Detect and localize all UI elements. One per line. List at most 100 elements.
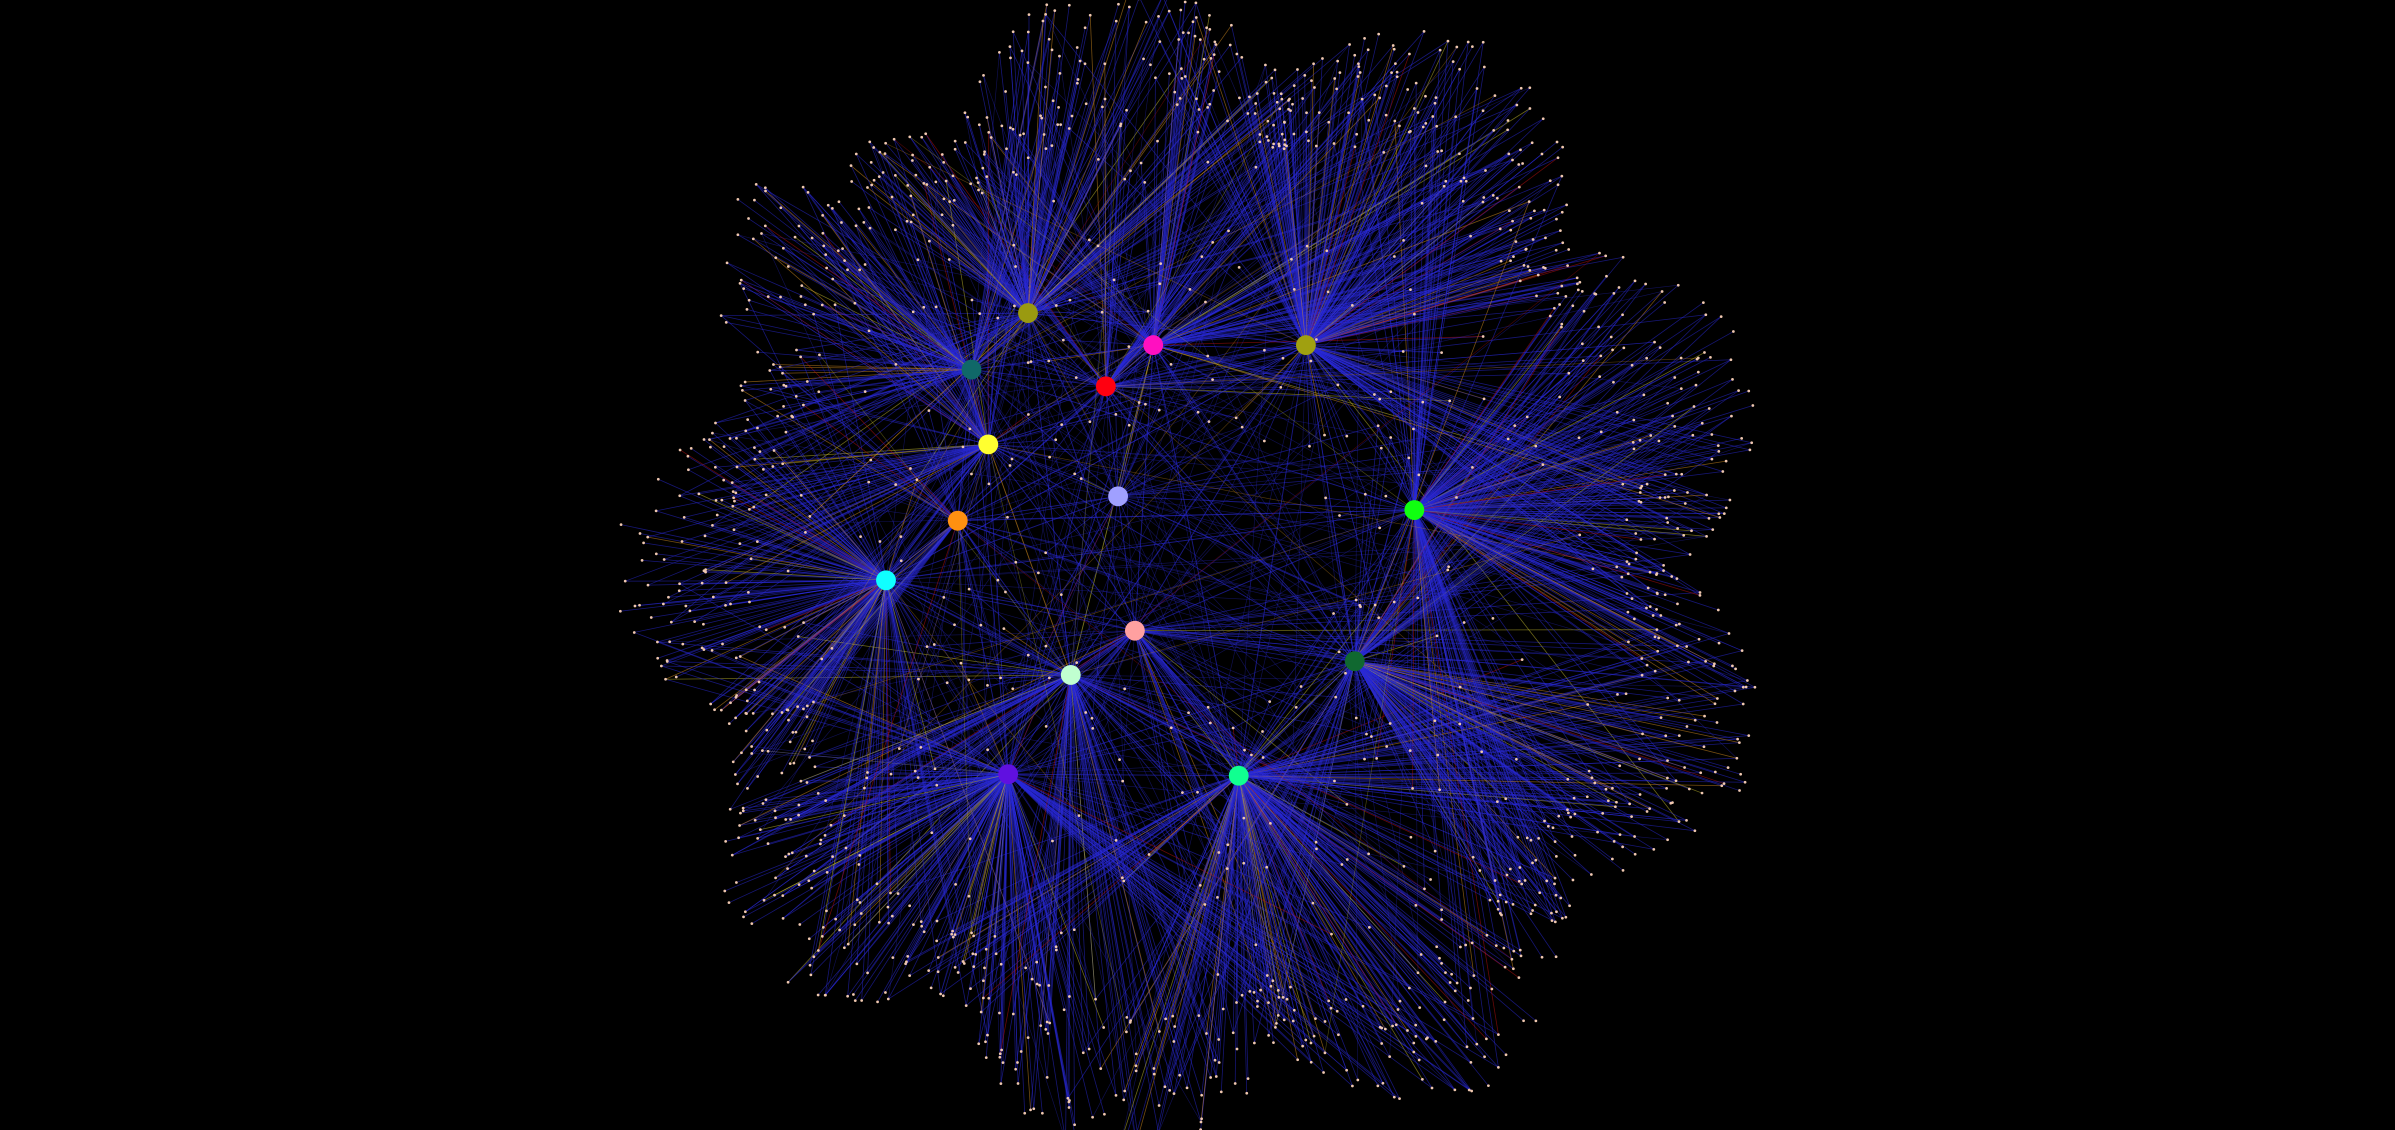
leaf-node: [1289, 985, 1292, 989]
leaf-node: [860, 999, 864, 1002]
leaf-node: [1088, 420, 1092, 424]
leaf-node: [867, 329, 871, 333]
leaf-node: [1047, 359, 1051, 363]
leaf-node: [1566, 777, 1570, 781]
leaf-node: [932, 643, 936, 646]
leaf-node: [1632, 418, 1636, 422]
edge: [656, 443, 989, 512]
edge: [1305, 270, 1530, 346]
leaf-node: [1226, 119, 1229, 123]
leaf-node: [1122, 1098, 1126, 1102]
edge: [1354, 360, 1584, 662]
edge: [1238, 637, 1659, 777]
edge: [1139, 775, 1240, 1130]
leaf-node: [908, 974, 912, 978]
leaf-node: [1481, 200, 1485, 204]
edge: [1027, 69, 1276, 314]
leaf-node: [1254, 102, 1258, 105]
leaf-node: [941, 994, 945, 998]
edge: [1354, 660, 1623, 848]
leaf-node: [953, 965, 957, 969]
edge: [1173, 661, 1356, 1042]
edge: [1153, 180, 1467, 346]
leaf-node: [660, 664, 663, 668]
leaf-node: [824, 253, 828, 257]
edge: [814, 773, 1009, 872]
leaf-node: [1693, 718, 1697, 722]
edge: [971, 369, 1119, 497]
leaf-node: [1127, 5, 1131, 9]
edge: [801, 285, 972, 370]
leaf-node: [1467, 1088, 1471, 1092]
leaf-node: [739, 278, 743, 282]
edge: [1195, 2, 1307, 346]
leaf-node: [1470, 1089, 1474, 1093]
edge: [1070, 344, 1154, 676]
leaf-node: [756, 426, 759, 430]
leaf-node: [925, 183, 929, 186]
edge: [923, 307, 959, 521]
edge: [1354, 376, 1600, 662]
leaf-node: [1198, 38, 1202, 41]
leaf-node: [1378, 526, 1382, 530]
leaf-node: [1677, 698, 1681, 702]
leaf-node: [883, 152, 887, 155]
leaf-node: [1037, 571, 1040, 575]
leaf-node: [1675, 577, 1679, 581]
leaf-node: [780, 711, 784, 714]
edge: [923, 307, 989, 445]
edge: [921, 630, 1136, 927]
leaf-node: [825, 909, 828, 913]
leaf-node: [1256, 999, 1259, 1003]
leaf-node: [974, 953, 978, 956]
leaf-node: [1048, 455, 1051, 459]
edge: [781, 580, 887, 774]
leaf-node: [807, 879, 811, 883]
edge: [890, 775, 1239, 894]
leaf-node: [1332, 142, 1336, 145]
leaf-node: [1728, 498, 1732, 502]
leaf-node: [1611, 857, 1614, 861]
leaf-node: [703, 534, 707, 538]
leaf-node: [1044, 147, 1048, 150]
leaf-node: [1551, 826, 1555, 830]
leaf-node: [1717, 512, 1721, 516]
leaf-node: [1459, 179, 1463, 183]
leaf-node: [1402, 238, 1405, 242]
leaf-node: [1193, 34, 1197, 38]
leaf-node: [1323, 1020, 1327, 1023]
leaf-node: [765, 728, 769, 732]
leaf-node: [1375, 757, 1379, 760]
leaf-node: [1555, 910, 1558, 914]
leaf-node: [1724, 506, 1728, 510]
edge: [1007, 774, 1047, 1030]
leaf-node: [1438, 956, 1441, 960]
leaf-node: [1217, 851, 1221, 854]
leaf-node: [797, 883, 801, 886]
leaf-node: [1075, 661, 1079, 665]
edge: [770, 388, 989, 445]
edge: [1117, 404, 1146, 497]
edge: [1028, 385, 1107, 415]
edge: [1305, 76, 1398, 346]
leaf-node: [1682, 534, 1686, 537]
leaf-node: [1314, 144, 1318, 148]
leaf-node: [1515, 757, 1518, 761]
leaf-node: [1553, 876, 1557, 880]
edge: [796, 349, 972, 370]
edge: [1152, 344, 1199, 413]
leaf-node: [730, 853, 734, 857]
leaf-node: [1481, 109, 1485, 113]
leaf-node: [1513, 424, 1517, 427]
leaf-node: [711, 595, 715, 599]
leaf-node: [1019, 1050, 1023, 1053]
leaf-node: [1012, 170, 1015, 174]
edge: [803, 579, 887, 623]
leaf-node: [1553, 840, 1557, 844]
edge: [957, 509, 1415, 522]
edge: [1027, 131, 1199, 314]
edge: [1117, 402, 1140, 497]
leaf-node: [1261, 730, 1264, 733]
leaf-node: [753, 457, 757, 461]
leaf-node: [1677, 734, 1681, 737]
